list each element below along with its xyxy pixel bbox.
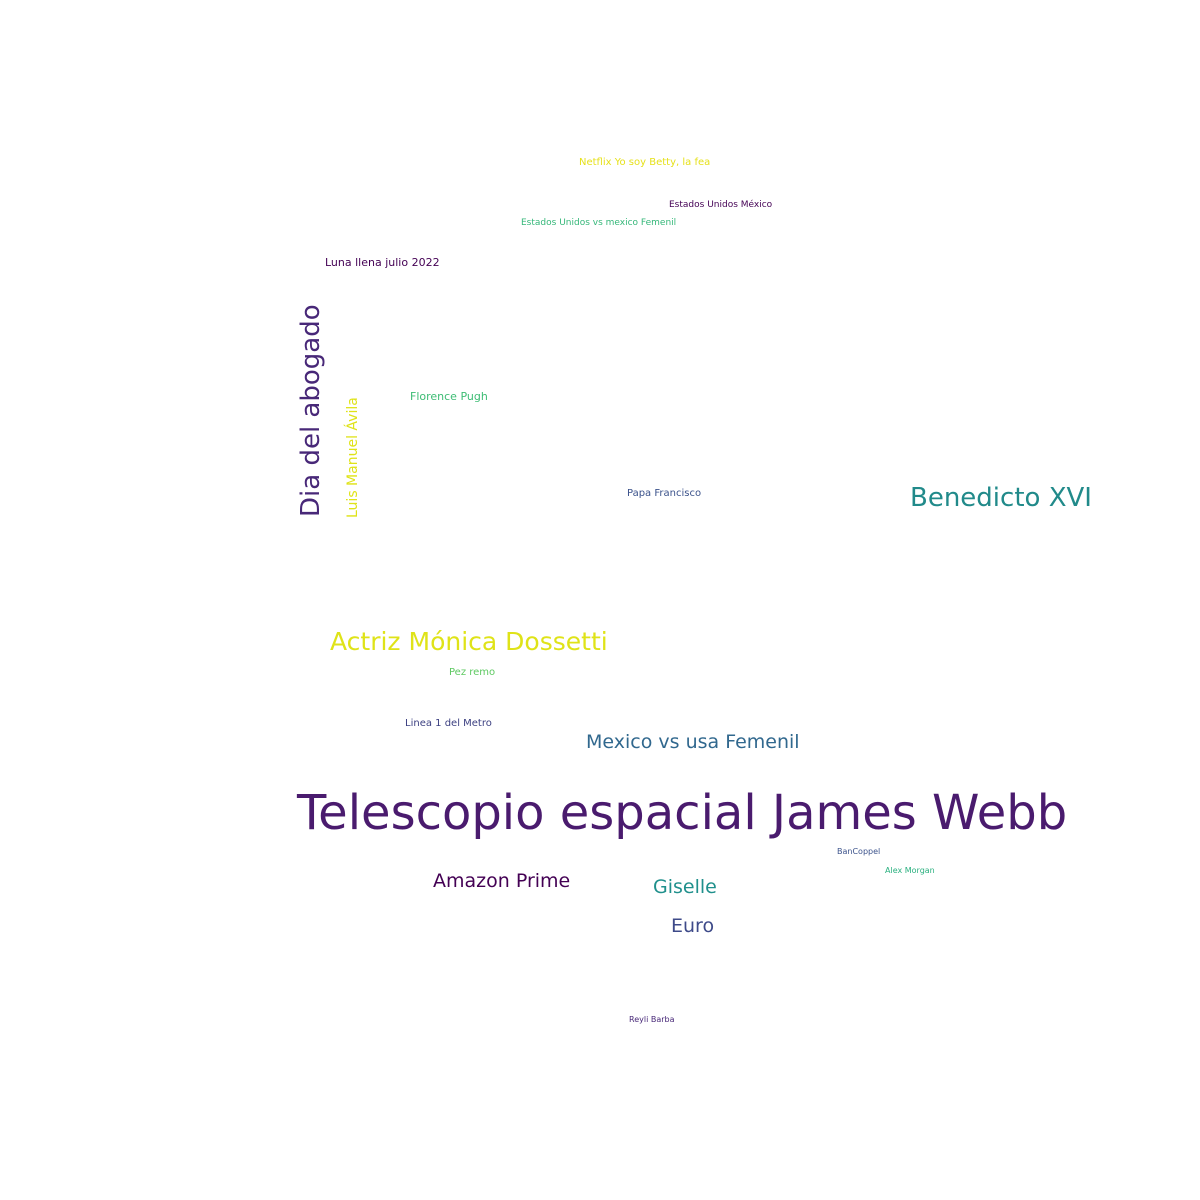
word-estados-unidos-vs-mexico-femenil: Estados Unidos vs mexico Femenil: [521, 218, 677, 228]
word-florence-pugh: Florence Pugh: [410, 390, 488, 403]
word-mexico-vs-usa-femenil: Mexico vs usa Femenil: [586, 731, 800, 753]
word-luna-llena: Luna llena julio 2022: [325, 256, 440, 269]
word-giselle: Giselle: [653, 876, 717, 898]
word-benedicto-xvi: Benedicto XVI: [910, 483, 1092, 513]
word-telescopio-james-webb: Telescopio espacial James Webb: [297, 785, 1068, 841]
word-euro: Euro: [671, 915, 715, 937]
word-dia-del-abogado: Dia del abogado: [296, 304, 326, 517]
word-luis-manuel-avila: Luis Manuel Ávila: [345, 397, 361, 518]
word-estados-unidos-mexico: Estados Unidos México: [669, 200, 773, 210]
word-alex-morgan: Alex Morgan: [885, 866, 935, 875]
word-linea-1-metro: Linea 1 del Metro: [405, 718, 492, 729]
word-bancoppel: BanCoppel: [837, 847, 881, 856]
word-papa-francisco: Papa Francisco: [627, 488, 702, 499]
word-pez-remo: Pez remo: [449, 667, 496, 678]
word-actriz-monica-dossetti: Actriz Mónica Dossetti: [330, 627, 608, 656]
word-netflix-betty: Netflix Yo soy Betty, la fea: [579, 157, 711, 168]
word-reyli-barba: Reyli Barba: [629, 1015, 675, 1024]
word-amazon-prime: Amazon Prime: [433, 870, 571, 892]
